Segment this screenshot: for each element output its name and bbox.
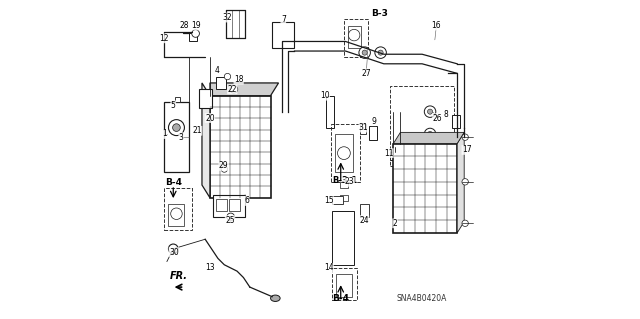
Circle shape (375, 47, 387, 58)
Bar (335, 134, 353, 172)
Text: 31: 31 (359, 123, 369, 132)
Text: 28: 28 (179, 21, 189, 30)
Bar (175, 97, 180, 102)
Circle shape (424, 128, 436, 140)
Circle shape (230, 85, 237, 93)
Text: 10: 10 (320, 91, 330, 100)
Bar (452, 115, 460, 128)
Ellipse shape (271, 295, 280, 301)
Bar (210, 96, 271, 198)
Bar (326, 96, 334, 128)
Text: 23: 23 (345, 177, 355, 186)
Text: 19: 19 (191, 21, 200, 30)
Text: B-3-1: B-3-1 (332, 176, 357, 185)
Circle shape (224, 73, 230, 80)
Text: 20: 20 (205, 114, 215, 122)
Bar (369, 126, 378, 140)
Text: 25: 25 (225, 216, 235, 225)
Circle shape (171, 208, 182, 219)
Text: FR.: FR. (170, 271, 188, 281)
Text: 3: 3 (179, 133, 184, 142)
Text: 30: 30 (169, 248, 179, 256)
Text: 5: 5 (171, 101, 176, 110)
Polygon shape (457, 132, 464, 233)
Bar (340, 211, 348, 217)
Polygon shape (394, 132, 464, 144)
Bar (216, 77, 226, 89)
Bar (332, 196, 343, 204)
Circle shape (168, 120, 184, 136)
Text: 27: 27 (362, 69, 371, 78)
Text: 24: 24 (359, 216, 369, 225)
Circle shape (378, 50, 383, 55)
Circle shape (359, 47, 371, 58)
Text: 17: 17 (462, 145, 472, 154)
Polygon shape (210, 83, 278, 96)
Bar (189, 33, 197, 41)
Text: 26: 26 (433, 114, 442, 122)
Bar (360, 124, 366, 134)
Bar (348, 26, 360, 48)
Bar (164, 188, 193, 230)
Text: 8: 8 (444, 110, 449, 119)
Bar (332, 268, 357, 300)
Circle shape (462, 179, 468, 185)
Circle shape (168, 244, 178, 254)
Text: B-4: B-4 (166, 178, 182, 187)
Circle shape (362, 50, 367, 55)
Bar (199, 89, 212, 108)
Circle shape (227, 213, 234, 221)
Bar (340, 182, 348, 188)
Circle shape (428, 109, 433, 114)
Bar (164, 102, 189, 172)
Text: 7: 7 (281, 15, 285, 24)
Text: 14: 14 (324, 263, 333, 272)
Bar (394, 144, 457, 233)
Text: B-4: B-4 (332, 294, 349, 303)
Text: 11: 11 (384, 149, 394, 158)
Text: 9: 9 (371, 117, 376, 126)
Text: 2: 2 (392, 219, 397, 228)
Bar (168, 204, 184, 226)
Bar (332, 211, 354, 265)
Circle shape (173, 124, 180, 131)
Bar (340, 195, 348, 201)
Text: 32: 32 (222, 13, 232, 22)
Circle shape (337, 147, 350, 160)
Text: 18: 18 (234, 75, 243, 84)
Text: B-3: B-3 (371, 9, 388, 18)
Bar (390, 86, 454, 166)
Text: 12: 12 (159, 34, 169, 43)
Bar (331, 124, 360, 182)
Bar (213, 195, 245, 217)
Text: 22: 22 (228, 85, 237, 94)
Text: SNA4B0420A: SNA4B0420A (397, 294, 447, 303)
Text: 21: 21 (193, 126, 202, 135)
Text: 29: 29 (219, 161, 228, 170)
Text: 1: 1 (162, 130, 166, 138)
Bar (272, 22, 294, 48)
Text: 16: 16 (431, 21, 441, 30)
Text: 15: 15 (324, 197, 333, 205)
Bar (229, 199, 240, 211)
Circle shape (221, 166, 227, 172)
Text: 6: 6 (244, 197, 249, 205)
Circle shape (428, 131, 433, 137)
Bar (390, 152, 400, 160)
Circle shape (192, 30, 200, 37)
Circle shape (348, 29, 360, 41)
Circle shape (424, 106, 436, 117)
Circle shape (462, 220, 468, 226)
Polygon shape (202, 83, 210, 198)
Text: 4: 4 (215, 66, 220, 75)
Circle shape (462, 134, 468, 140)
Bar (216, 199, 227, 211)
Text: 13: 13 (205, 263, 215, 272)
Bar (344, 19, 368, 57)
Bar (360, 204, 369, 217)
Bar (335, 274, 351, 297)
